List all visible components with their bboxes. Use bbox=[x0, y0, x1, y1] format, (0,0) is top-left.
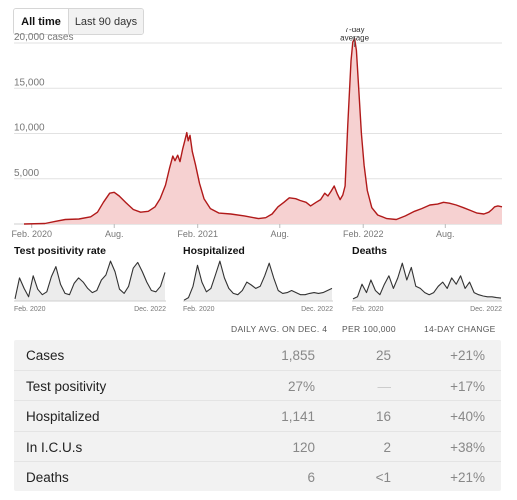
all-time-button[interactable]: All time bbox=[14, 9, 69, 34]
sparkline-end-label: Dec. 2022 bbox=[301, 306, 333, 313]
test-positivity-title: Test positivity rate bbox=[14, 245, 106, 257]
avg-column-header: DAILY AVG. ON DEC. 4 bbox=[231, 324, 328, 334]
x-tick-label: Aug. bbox=[105, 229, 124, 239]
daily-average: 120 bbox=[292, 439, 315, 455]
sparkline-area bbox=[184, 261, 332, 301]
daily-average: 1,141 bbox=[281, 409, 315, 425]
sparkline-line bbox=[352, 262, 502, 300]
per-100k: 16 bbox=[375, 409, 391, 425]
sparkline-start-label: Feb. 2020 bbox=[14, 306, 46, 313]
daily-average: 1,855 bbox=[281, 348, 315, 363]
time-range-toggle: All time Last 90 days bbox=[13, 8, 144, 35]
daily-average: 6 bbox=[307, 469, 315, 485]
change-column-header: 14-DAY CHANGE bbox=[424, 324, 496, 334]
table-row: Test positivity 27% — +17% bbox=[14, 370, 501, 400]
per-100k: 25 bbox=[375, 348, 391, 363]
hospitalized-chart: Hospitalized Feb. 2020 Dec. 2022 bbox=[183, 245, 333, 313]
row-label: Cases bbox=[26, 348, 65, 363]
y-tick-label: 10,000 bbox=[14, 123, 45, 134]
daily-average: 27% bbox=[287, 379, 315, 395]
per-100k: <1 bbox=[375, 469, 391, 485]
fourteen-day-change: +17% bbox=[450, 379, 485, 395]
sparkline-line bbox=[14, 260, 166, 300]
fourteen-day-change: +40% bbox=[450, 409, 485, 425]
stats-table: Cases 1,855 25 +21% Test positivity 27% … bbox=[14, 340, 501, 491]
per-100k-column-header: PER 100,000 bbox=[342, 324, 396, 334]
x-tick-label: Aug. bbox=[271, 229, 290, 239]
hospitalized-title: Hospitalized bbox=[183, 245, 245, 257]
y-tick-label: 15,000 bbox=[14, 77, 45, 88]
fourteen-day-change: +21% bbox=[450, 348, 485, 363]
y-tick-label: 5,000 bbox=[14, 168, 39, 179]
y-tick-label: 20,000 cases bbox=[14, 32, 74, 43]
sparkline-start-label: Feb. 2020 bbox=[352, 306, 384, 313]
table-row: Deaths 6 <1 +21% bbox=[14, 460, 501, 491]
sparkline-area bbox=[15, 261, 165, 301]
test-positivity-chart: Test positivity rate Feb. 2020 Dec. 2022 bbox=[14, 245, 166, 313]
sparkline-start-label: Feb. 2020 bbox=[183, 306, 215, 313]
annotation-label: 7-day bbox=[345, 28, 365, 34]
x-tick-label: Aug. bbox=[436, 229, 455, 239]
deaths-chart: Deaths Feb. 2020 Dec. 2022 bbox=[352, 245, 502, 313]
last-90-days-button[interactable]: Last 90 days bbox=[69, 9, 143, 34]
x-tick-label: Feb. 2020 bbox=[11, 229, 52, 239]
cases-chart: 20,000 cases 15,000 10,000 5,000 Feb. 2020 Au… bbox=[11, 28, 503, 239]
row-label: Deaths bbox=[26, 469, 69, 485]
sparkline-area bbox=[353, 263, 501, 301]
x-tick-label: Feb. 2021 bbox=[177, 229, 218, 239]
fourteen-day-change: +38% bbox=[450, 439, 485, 455]
test-positivity-sparkline: Feb. 2020 Dec. 2022 bbox=[14, 260, 166, 313]
sparkline-end-label: Dec. 2022 bbox=[134, 306, 166, 313]
cases-area bbox=[24, 38, 502, 224]
x-tick-label: Feb. 2022 bbox=[343, 229, 384, 239]
sparkline-line bbox=[183, 260, 333, 301]
deaths-title: Deaths bbox=[352, 245, 388, 257]
per-100k: 2 bbox=[383, 439, 391, 455]
per-100k: — bbox=[377, 379, 392, 395]
sparkline-end-label: Dec. 2022 bbox=[470, 306, 502, 313]
hospitalized-sparkline: Feb. 2020 Dec. 2022 bbox=[183, 260, 333, 313]
annotation-label: average bbox=[340, 34, 369, 43]
row-label: In I.C.U.s bbox=[26, 439, 83, 455]
cases-line bbox=[23, 37, 503, 225]
row-label: Test positivity bbox=[26, 379, 107, 395]
table-row: In I.C.U.s 120 2 +38% bbox=[14, 430, 501, 461]
table-row: Cases 1,855 25 +21% bbox=[14, 340, 501, 370]
fourteen-day-change: +21% bbox=[450, 469, 485, 485]
deaths-sparkline: Feb. 2020 Dec. 2022 bbox=[352, 262, 502, 313]
table-row: Hospitalized 1,141 16 +40% bbox=[14, 400, 501, 430]
row-label: Hospitalized bbox=[26, 409, 100, 425]
